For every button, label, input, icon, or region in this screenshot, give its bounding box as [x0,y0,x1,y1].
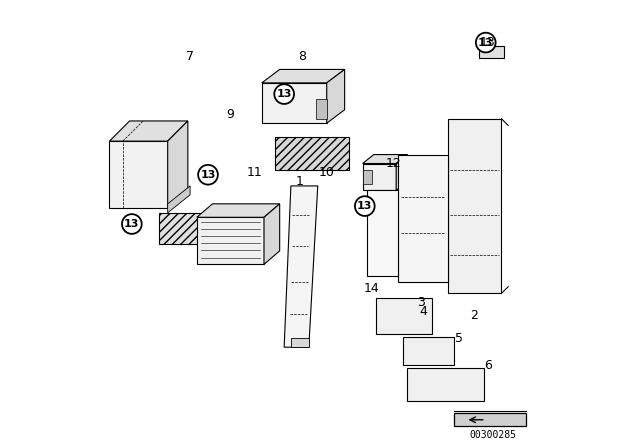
Text: 1: 1 [296,175,304,188]
Text: 4: 4 [419,305,427,318]
Text: 13: 13 [480,36,496,49]
Text: 10: 10 [319,166,335,179]
Text: 5: 5 [455,332,463,345]
Text: 14: 14 [364,282,380,296]
Polygon shape [262,69,345,83]
Polygon shape [367,190,398,276]
Circle shape [381,308,397,324]
Polygon shape [316,99,327,119]
Polygon shape [327,69,345,123]
Polygon shape [109,121,188,141]
Text: 12: 12 [386,157,402,170]
Text: 11: 11 [247,166,263,179]
Polygon shape [284,186,317,347]
Circle shape [465,378,478,392]
Text: 6: 6 [484,358,492,372]
Polygon shape [168,186,190,213]
Polygon shape [262,83,327,123]
Polygon shape [362,164,396,190]
Text: 7: 7 [186,49,194,63]
Text: 13: 13 [478,38,493,47]
Circle shape [414,378,428,392]
Polygon shape [407,368,484,401]
Polygon shape [479,46,504,58]
Polygon shape [168,121,188,208]
Text: 13: 13 [276,89,292,99]
Text: 3: 3 [417,296,425,309]
Text: 8: 8 [298,49,306,63]
Text: 13: 13 [200,170,216,180]
Circle shape [488,48,495,56]
Circle shape [410,308,427,324]
Circle shape [476,33,495,52]
Text: 9: 9 [227,108,234,121]
Polygon shape [396,155,407,190]
Polygon shape [197,204,280,217]
Text: 00300285: 00300285 [469,431,516,440]
Polygon shape [362,155,407,164]
Polygon shape [109,141,168,208]
Polygon shape [376,298,432,334]
Text: 13: 13 [124,219,140,229]
Text: 2: 2 [470,309,479,323]
Polygon shape [398,155,448,282]
Circle shape [122,214,141,234]
Polygon shape [159,213,228,244]
Circle shape [436,345,450,358]
Circle shape [275,84,294,104]
Polygon shape [362,170,371,184]
Polygon shape [275,137,349,170]
Polygon shape [403,337,454,365]
Circle shape [198,165,218,185]
Polygon shape [291,338,309,347]
Polygon shape [454,413,526,426]
Polygon shape [197,217,264,264]
Circle shape [410,345,423,358]
Polygon shape [264,204,280,264]
Circle shape [355,196,374,216]
Text: 13: 13 [357,201,372,211]
Polygon shape [448,119,502,293]
Circle shape [441,378,454,392]
